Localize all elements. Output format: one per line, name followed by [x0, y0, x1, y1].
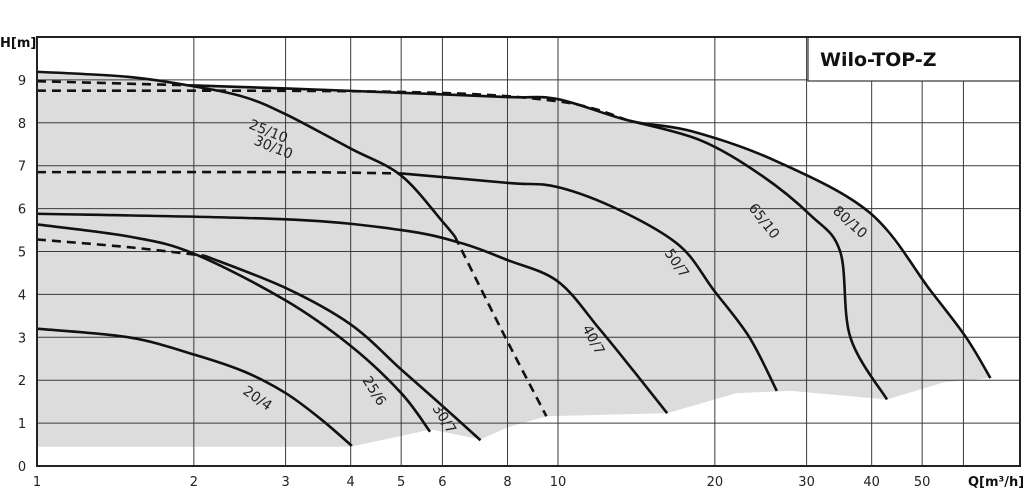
- y-tick-label: 4: [18, 288, 26, 303]
- y-tick-label: 5: [18, 246, 26, 261]
- curve-30-7: [36, 238, 482, 442]
- x-axis-label: Q[m³/h]: [968, 475, 1023, 490]
- curve-solid-segment: [628, 119, 889, 401]
- x-tick-label: 8: [503, 475, 511, 490]
- curve-dashed-segment: [453, 235, 548, 417]
- curve-solid-segment: [204, 254, 482, 442]
- operating-range-shade: [37, 71, 991, 447]
- x-tick-label: 2: [190, 475, 198, 490]
- y-tick-label: 2: [18, 374, 26, 389]
- y-tick-label: 0: [18, 460, 26, 475]
- curve-solid-segment: [401, 172, 778, 392]
- curve-solid-segment: [36, 212, 669, 415]
- shaded-area: [37, 71, 991, 447]
- y-tick-label: 1: [18, 417, 26, 432]
- x-tick-label: 30: [798, 475, 815, 490]
- curve-20-4: [36, 327, 353, 447]
- curve-25-10-30-10: [36, 70, 548, 417]
- y-tick-label: 8: [18, 117, 26, 132]
- title-box: Wilo-TOP-Z: [807, 36, 1021, 82]
- y-tick-label: 6: [18, 203, 26, 218]
- curve-dashed-segment: [36, 170, 402, 175]
- curve-dashed-segment: [36, 238, 206, 258]
- curve-solid-segment: [36, 70, 456, 238]
- y-tick-label: 7: [18, 160, 26, 175]
- curve-80-10: [36, 79, 992, 379]
- chart-title: Wilo-TOP-Z: [820, 49, 937, 71]
- x-tick-label: 10: [550, 475, 567, 490]
- curve-40-7: [36, 212, 669, 415]
- grid: [37, 37, 1020, 466]
- curve-dashed-segment: [36, 79, 194, 87]
- curve-solid-segment: [36, 223, 432, 433]
- x-tick-label: 4: [347, 475, 355, 490]
- y-tick-label: 9: [18, 74, 26, 89]
- curve-solid-segment: [193, 84, 992, 379]
- x-tick-label: 6: [438, 475, 446, 490]
- plot-frame: [36, 36, 1021, 467]
- curve-solid-segment: [36, 327, 353, 447]
- y-axis-label: H[m]: [0, 36, 36, 51]
- x-tick-label: 20: [707, 475, 724, 490]
- curve-25-6: [36, 223, 432, 433]
- x-tick-label: 1: [33, 475, 41, 490]
- x-tick-label: 40: [863, 475, 880, 490]
- x-tick-label: 5: [397, 475, 405, 490]
- curve-50-7: [36, 170, 778, 392]
- curves: [36, 70, 992, 447]
- x-tick-label: 50: [914, 475, 931, 490]
- y-tick-label: 3: [18, 331, 26, 346]
- x-tick-label: 3: [281, 475, 289, 490]
